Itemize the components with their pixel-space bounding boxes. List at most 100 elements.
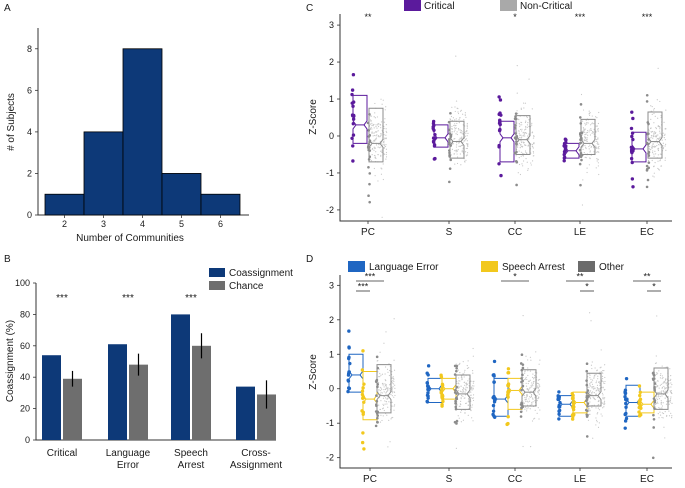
point-pd-other (603, 403, 605, 405)
point-pd-other (393, 409, 395, 411)
point-pd-other (530, 390, 532, 392)
point-pd-0 (425, 400, 430, 404)
point-pd-other (393, 396, 395, 398)
point-pc-other (581, 120, 584, 122)
point-pd-other (539, 385, 541, 387)
bar-b-chance-0 (63, 378, 82, 440)
point-pd-other (669, 401, 672, 403)
xlabel-a: Number of Communities (76, 233, 184, 244)
point-pc-other (519, 125, 521, 128)
point-pc-other (531, 143, 534, 146)
point-pd-other (379, 408, 382, 411)
point-pd-other (466, 367, 469, 369)
point-pc-other (659, 100, 661, 103)
point-pc-other (662, 145, 664, 147)
point-pd-1 (570, 417, 575, 421)
ylabel-a: # of Subjects (6, 93, 17, 151)
panel-label-d: D (306, 254, 313, 265)
point-pd-other (530, 395, 533, 398)
point-pd-other (467, 401, 469, 403)
point-pd-other (663, 426, 665, 428)
point-pc-other (455, 100, 458, 102)
point-pc-other (522, 165, 524, 167)
point-pd-other (533, 378, 535, 380)
point-pc-other (589, 112, 591, 114)
point-pc-other (526, 116, 528, 119)
point-pd-other (531, 382, 533, 384)
point-pc-other (589, 129, 591, 131)
point-pc-other (521, 152, 524, 154)
point-pc-other (369, 128, 372, 130)
point-pd-other (537, 385, 539, 387)
point-pd-other (391, 382, 394, 384)
point-pc-other (584, 144, 586, 147)
xtick-label-pd-LE: LE (574, 474, 587, 485)
point-pd-other (658, 391, 660, 394)
point-pc-other (454, 106, 456, 108)
point-pc-other (658, 169, 660, 171)
point-pc-other (590, 127, 592, 130)
point-pc-other (517, 118, 519, 120)
point-pc-other (521, 163, 523, 165)
point-pd-other (382, 384, 384, 386)
point-pd-1 (441, 399, 445, 404)
point-pd-other (538, 363, 540, 365)
point-pc-other (518, 163, 521, 166)
point-pd-other (662, 402, 664, 404)
point-pd-other (598, 403, 600, 406)
point-pd-other (659, 374, 662, 377)
point-pc-other (523, 133, 525, 135)
point-pc-other (585, 123, 588, 125)
point-pc-other (653, 112, 655, 115)
point-pd-other (602, 377, 604, 380)
point-pd-other (668, 400, 670, 403)
point-pc-other (373, 132, 376, 134)
point-pd-other (529, 392, 531, 394)
point-pd-other (460, 398, 462, 400)
point-pc-other (655, 127, 657, 130)
point-pc-other (374, 102, 376, 105)
point-pd-other (392, 376, 394, 378)
point-pd-1 (638, 402, 642, 406)
point-pc-other (453, 127, 456, 129)
point-pd-other (388, 419, 390, 421)
point-pd-other (526, 378, 528, 381)
point-pd-other (529, 387, 531, 389)
point-pc-other (663, 136, 665, 139)
point-pd-other (459, 380, 461, 382)
point-pc-other (656, 145, 658, 147)
point-pd-other (386, 388, 388, 390)
point-pc-other (459, 117, 461, 119)
point-pd-other (668, 380, 670, 382)
point-pd-other (383, 386, 385, 388)
point-pd-other (462, 361, 464, 363)
point-pd-other (382, 397, 385, 399)
point-pc-other (525, 157, 527, 160)
point-pc-other (664, 139, 666, 141)
point-pd-2 (652, 426, 655, 429)
point-pd-other (380, 414, 382, 416)
point-pc-other (466, 130, 468, 132)
bar-b-chance-1 (129, 364, 148, 440)
point-pd-other (657, 413, 659, 415)
point-pd-other (654, 362, 657, 364)
point-pc-1 (579, 141, 583, 144)
point-pc-other (649, 137, 651, 139)
point-pc-other (596, 147, 598, 149)
point-pd-other (592, 396, 594, 398)
point-pd-other (381, 419, 383, 422)
point-pd-other (654, 403, 657, 406)
point-pc-other (589, 151, 591, 153)
point-pc-other (587, 134, 589, 136)
box-pc-1-LE (580, 118, 596, 155)
xtick-label-pc-CC: CC (508, 227, 522, 238)
point-pd-other (590, 364, 593, 366)
point-pd-other (590, 378, 592, 380)
point-pd-other (662, 390, 664, 392)
point-pd-other (538, 389, 540, 391)
point-pd-other (595, 424, 597, 426)
point-pc-other (585, 157, 587, 159)
point-pc-other (654, 135, 656, 137)
point-pc-other (464, 161, 466, 163)
point-pd-other (384, 400, 386, 402)
